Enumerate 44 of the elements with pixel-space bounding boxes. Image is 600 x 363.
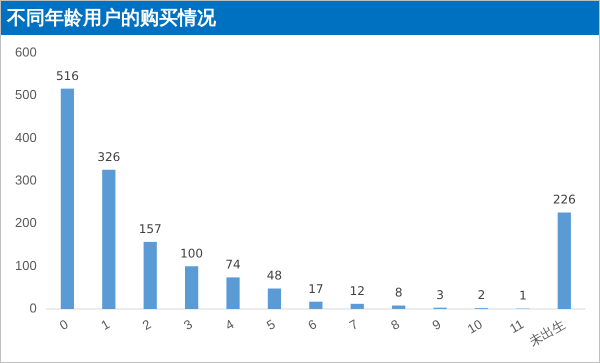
chart-title: 不同年龄用户的购买情况 [1,1,599,35]
y-tick-label: 0 [29,300,37,316]
data-label: 100 [180,246,204,260]
x-tick-label: 10 [464,316,485,337]
x-tick-label: 6 [305,316,320,334]
x-tick-label: 3 [181,316,195,334]
x-tick-label: 1 [98,316,112,334]
bar [309,302,322,309]
x-tick-label: 7 [346,316,361,334]
y-tick-label: 600 [14,44,37,60]
y-tick-label: 200 [14,215,37,230]
bar [144,242,157,309]
data-label: 3 [436,288,444,302]
data-label: 226 [552,192,576,207]
bar [60,88,74,309]
x-tick-label: 2 [140,316,154,334]
y-tick-label: 500 [14,87,37,102]
y-tick-label: 300 [14,172,37,188]
data-label: 326 [97,150,120,164]
bar [268,288,282,309]
x-tick-label: 未出生 [526,316,568,349]
x-tick-label: 5 [264,316,278,334]
data-label: 157 [138,222,162,236]
bar [184,266,198,309]
bar [392,306,406,309]
data-label: 74 [225,257,241,272]
data-label: 1 [519,288,527,303]
data-label: 48 [266,268,282,283]
x-tick-label: 4 [222,316,236,334]
bar [226,277,240,309]
bar [558,212,571,309]
y-tick-label: 400 [14,130,37,145]
data-label: 2 [478,288,486,302]
data-label: 17 [308,282,324,296]
x-tick-label: 11 [506,316,526,336]
x-tick-label: 8 [388,316,402,334]
data-label: 516 [56,68,79,83]
bar [350,304,364,309]
data-label: 12 [350,284,365,298]
data-label: 8 [394,286,402,300]
bar [102,170,116,309]
y-tick-label: 100 [14,258,37,273]
x-tick-label: 0 [56,316,71,334]
x-tick-label: 9 [430,316,444,334]
